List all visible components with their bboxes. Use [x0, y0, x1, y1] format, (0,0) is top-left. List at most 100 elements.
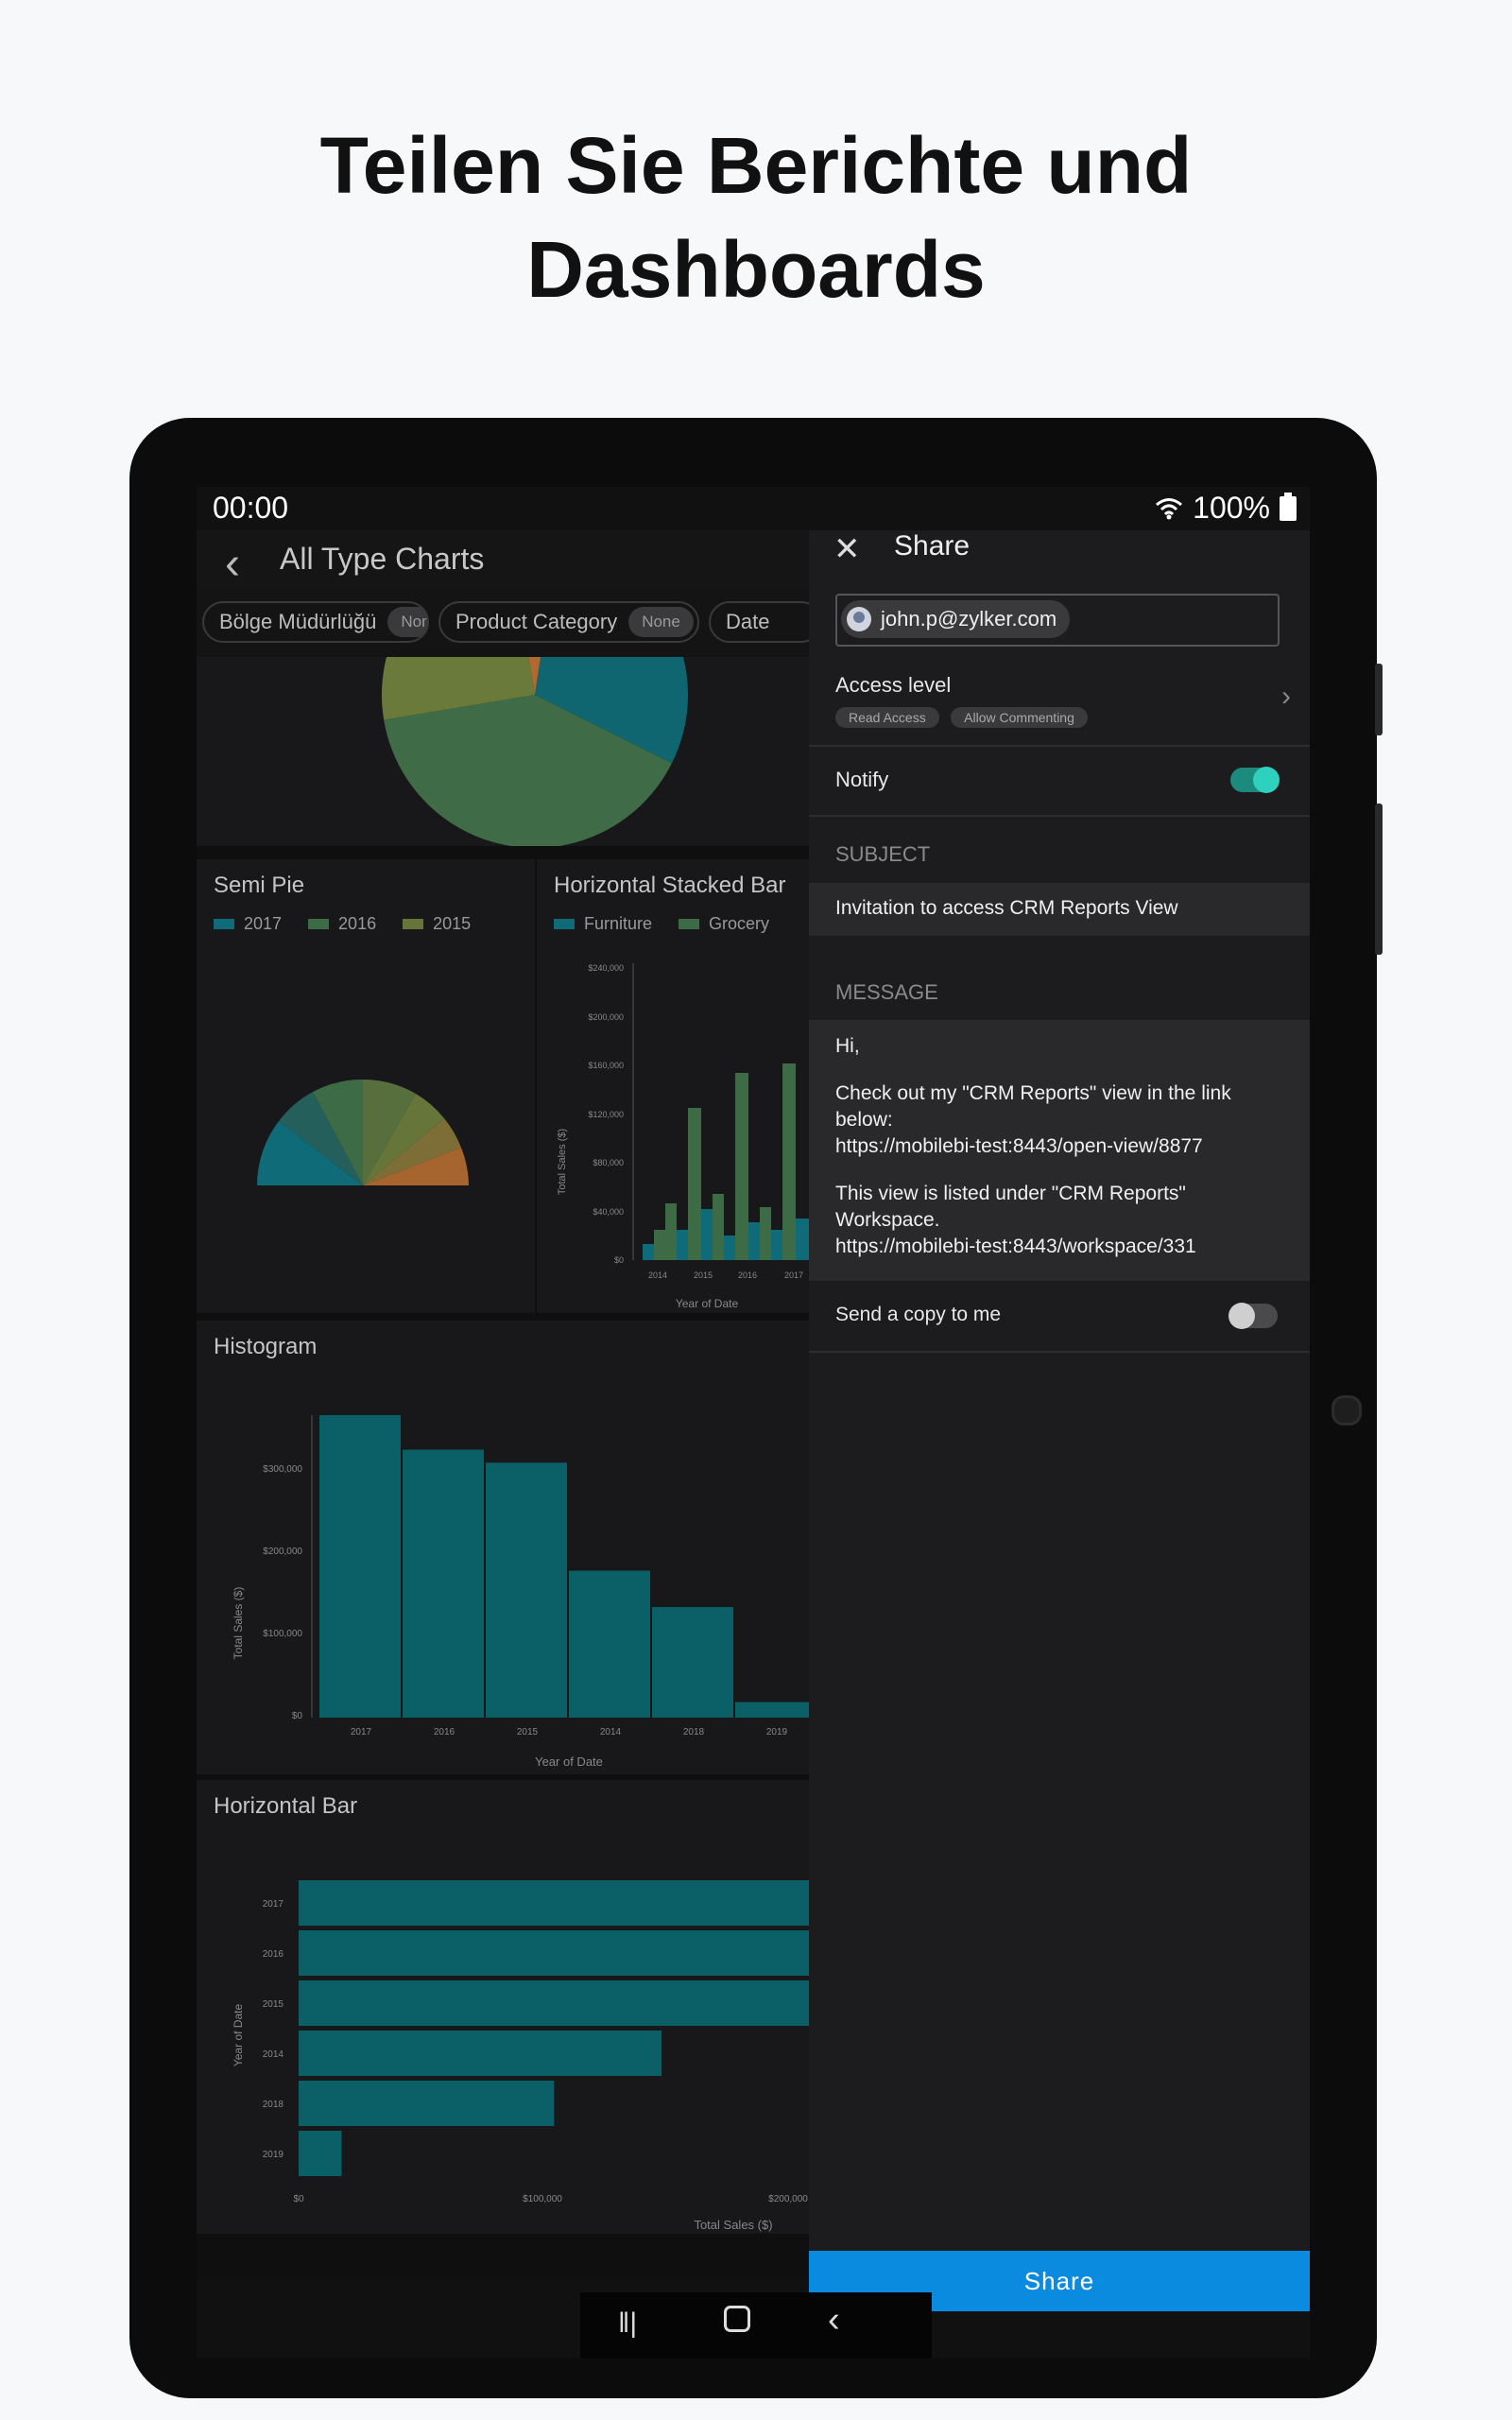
- x-axis-label: Year of Date: [676, 1297, 739, 1310]
- x-tick-label: 2017: [784, 1270, 803, 1280]
- notify-toggle[interactable]: [1230, 767, 1280, 793]
- camera-icon: [1332, 1395, 1362, 1426]
- y-tick-label: $120,000: [588, 1110, 624, 1119]
- bar: [782, 1063, 796, 1260]
- semi-pie-card: Semi Pie 2017 2016 2015: [197, 859, 535, 1313]
- y-tick-label: $240,000: [588, 963, 624, 973]
- recent-apps-icon[interactable]: ‖|: [618, 2308, 638, 2339]
- y-tick-label: $0: [614, 1255, 624, 1265]
- message-link: https://mobilebi-test:8443/open-view/887…: [835, 1135, 1203, 1157]
- access-badges: Read Access Allow Commenting: [835, 707, 1095, 728]
- access-badge: Allow Commenting: [951, 707, 1088, 728]
- filter-value: None: [628, 607, 694, 637]
- horizontal-bar: [299, 2031, 662, 2076]
- recipient-input[interactable]: john.p@zylker.com: [835, 594, 1280, 647]
- y-tick-label: 2018: [263, 2100, 284, 2110]
- legend-item: 2015: [403, 914, 471, 934]
- toggle-knob: [1228, 1303, 1255, 1329]
- horizontal-bar: [299, 2131, 342, 2176]
- semi-pie-slice: [363, 1094, 444, 1185]
- wifi-icon: [1156, 497, 1183, 519]
- y-tick-label: 2019: [263, 2150, 284, 2160]
- android-nav-bar: ‖| ‹: [580, 2292, 932, 2359]
- bar: [701, 1209, 713, 1260]
- back-icon[interactable]: ‹: [828, 2300, 840, 2340]
- bar: [724, 1236, 735, 1260]
- message-line: This view is listed under "CRM Reports" …: [835, 1183, 1186, 1231]
- report-header: ‹ All Type Charts: [197, 530, 809, 591]
- report-title: All Type Charts: [280, 542, 485, 576]
- x-tick-label: $100,000: [523, 2194, 562, 2204]
- recipient-chip[interactable]: john.p@zylker.com: [841, 600, 1071, 638]
- y-tick-label: $160,000: [588, 1061, 624, 1070]
- chevron-right-icon: ›: [1281, 681, 1291, 712]
- send-copy-label: Send a copy to me: [835, 1304, 1002, 1325]
- x-tick-label: 2016: [738, 1270, 757, 1280]
- y-tick-label: $40,000: [593, 1207, 624, 1217]
- semi-pie-chart: [257, 1079, 469, 1185]
- histogram-chart: Total Sales ($) $300,000 $200,000 $100,0…: [232, 1415, 809, 1769]
- notify-label: Notify: [835, 768, 889, 791]
- message-line: Check out my "CRM Reports" view in the l…: [835, 1082, 1231, 1131]
- x-axis-label: Total Sales ($): [694, 2218, 772, 2232]
- semi-pie-slice: [279, 1092, 363, 1185]
- horizontal-bar: [299, 1930, 809, 1976]
- bar: [643, 1244, 654, 1260]
- filter-chip-region[interactable]: Bölge Müdürlüğü None: [202, 601, 429, 643]
- pie-chart-card: [197, 542, 809, 848]
- pie-chart: [382, 542, 688, 848]
- volume-button: [1375, 664, 1383, 735]
- close-icon[interactable]: ✕: [833, 531, 861, 567]
- histogram-bar: [569, 1570, 650, 1718]
- semi-pie-slice: [257, 1121, 363, 1185]
- avatar-icon: [847, 607, 871, 631]
- headline: Teilen Sie Berichte und Dashboards: [0, 113, 1512, 321]
- bar: [688, 1108, 701, 1260]
- x-tick-label: 2014: [648, 1270, 667, 1280]
- histogram-bar: [652, 1606, 733, 1718]
- histogram-bar: [403, 1449, 484, 1718]
- subject-field[interactable]: Invitation to access CRM Reports View: [809, 883, 1310, 936]
- y-tick-label: $300,000: [263, 1464, 302, 1475]
- filter-chip-date[interactable]: Date: [709, 601, 822, 643]
- status-time: 00:00: [213, 491, 289, 525]
- bar: [760, 1207, 771, 1260]
- x-tick-label: 2015: [517, 1727, 539, 1737]
- home-icon[interactable]: [724, 2306, 750, 2332]
- horizontal-bar: [299, 1880, 809, 1926]
- y-tick-label: $200,000: [588, 1012, 624, 1022]
- legend-item: 2016: [308, 914, 376, 934]
- chart-title: Horizontal Stacked Bar: [554, 873, 786, 898]
- y-tick-label: $200,000: [263, 1547, 302, 1557]
- access-level-row[interactable]: Access level Read Access Allow Commentin…: [809, 658, 1310, 747]
- share-panel-title: Share: [894, 530, 971, 562]
- x-tick-label: $0: [293, 2194, 304, 2204]
- access-level-label: Access level: [835, 673, 952, 697]
- stacked-bar-chart: $240,000 $200,000 $160,000 $120,000 $80,…: [557, 963, 809, 1310]
- x-tick-label: 2016: [434, 1727, 455, 1737]
- histogram-card: Histogram Total Sales ($) $300,000 $200,…: [197, 1321, 809, 1774]
- send-copy-toggle[interactable]: [1228, 1303, 1278, 1329]
- filter-label: Product Category: [455, 610, 618, 633]
- chart-title: Semi Pie: [214, 873, 305, 898]
- power-button: [1375, 804, 1383, 955]
- status-bar: 00:00 100%: [197, 487, 1310, 530]
- filter-label: Date: [726, 610, 770, 633]
- back-arrow-icon[interactable]: ‹: [225, 539, 240, 589]
- filter-chip-product-category[interactable]: Product Category None: [438, 601, 699, 643]
- bar: [748, 1222, 760, 1260]
- bar: [665, 1203, 677, 1260]
- y-tick-label: $80,000: [593, 1158, 624, 1167]
- y-tick-label: 2017: [263, 1899, 284, 1910]
- filter-bar: Bölge Müdürlüğü None Product Category No…: [197, 591, 822, 657]
- toggle-knob: [1253, 767, 1280, 793]
- chart-title: Histogram: [214, 1334, 318, 1359]
- stacked-bar-card: Horizontal Stacked Bar Furniture Grocery…: [537, 859, 820, 1313]
- chart-legend: 2017 2016 2015: [214, 914, 471, 934]
- y-axis-label: Year of Date: [232, 2004, 245, 2067]
- x-tick-label: $200,000: [768, 2194, 808, 2204]
- bar: [771, 1230, 782, 1260]
- y-tick-label: 2016: [263, 1949, 284, 1960]
- message-field[interactable]: Hi, Check out my "CRM Reports" view in t…: [809, 1020, 1310, 1281]
- semi-pie-slice: [363, 1148, 469, 1185]
